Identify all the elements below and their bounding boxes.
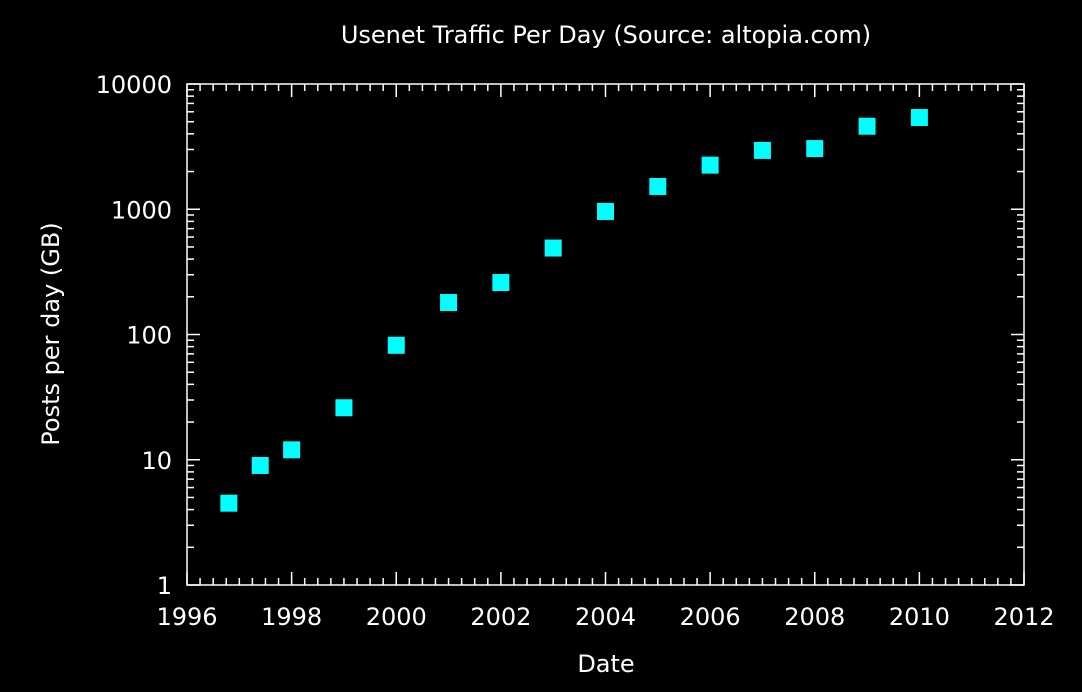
data-point bbox=[492, 274, 510, 292]
x-tick-label: 2002 bbox=[470, 603, 531, 631]
x-tick-label: 2010 bbox=[889, 603, 950, 631]
x-tick-label: 2008 bbox=[784, 603, 845, 631]
y-tick-label: 1000 bbox=[111, 196, 172, 224]
y-tick-label: 10 bbox=[141, 447, 172, 475]
x-tick-label: 2012 bbox=[993, 603, 1054, 631]
data-point bbox=[858, 117, 876, 135]
axis-ticks bbox=[186, 83, 1025, 586]
data-point bbox=[220, 494, 238, 512]
axis-tick-labels: 1996 1998 2000 2002 2004 2006 2008 2010 2012 1 10 1… bbox=[96, 71, 1055, 631]
y-tick-label: 1 bbox=[157, 572, 172, 600]
data-point bbox=[335, 399, 353, 417]
y-tick-label: 100 bbox=[126, 322, 172, 350]
data-point bbox=[910, 109, 928, 127]
data-point bbox=[806, 140, 824, 158]
x-tick-label: 1998 bbox=[261, 603, 322, 631]
data-point bbox=[440, 294, 458, 312]
chart-title: Usenet Traffic Per Day (Source: altopia.… bbox=[341, 21, 871, 49]
x-tick-label: 2004 bbox=[575, 603, 636, 631]
data-point bbox=[283, 441, 301, 459]
data-point bbox=[251, 456, 269, 474]
x-tick-label: 1996 bbox=[156, 603, 217, 631]
x-tick-label: 2000 bbox=[366, 603, 427, 631]
data-point bbox=[753, 141, 771, 159]
y-tick-label: 10000 bbox=[96, 71, 172, 99]
y-axis-label: Posts per day (GB) bbox=[37, 222, 65, 445]
x-tick-label: 2006 bbox=[680, 603, 741, 631]
data-points bbox=[220, 109, 928, 512]
data-point bbox=[701, 156, 719, 174]
x-axis-label: Date bbox=[577, 650, 634, 678]
data-point bbox=[544, 239, 562, 257]
data-point bbox=[387, 336, 405, 354]
data-point bbox=[597, 202, 614, 220]
data-point bbox=[649, 177, 667, 195]
